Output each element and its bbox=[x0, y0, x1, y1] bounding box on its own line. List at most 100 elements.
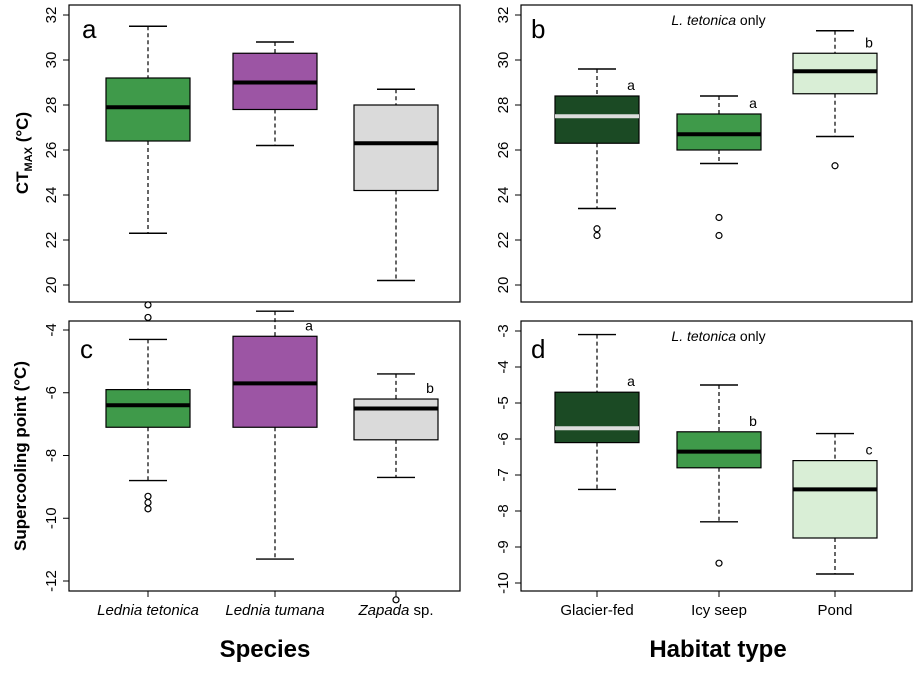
box-a-3 bbox=[353, 88, 439, 282]
y-tick-label-a-0: 20 bbox=[43, 277, 60, 294]
habitat-label-1: Glacier-fed bbox=[560, 602, 633, 619]
significance-letter: a bbox=[627, 77, 635, 93]
box-b-2: a bbox=[676, 95, 762, 240]
outlier-point bbox=[144, 492, 152, 500]
panel-c-plot: -12 -10 -8 -6 -4 c a b bbox=[43, 301, 439, 604]
y-tick-label-c-2: -8 bbox=[43, 449, 60, 462]
species-label-1-italic: Lednia tetonica bbox=[97, 602, 199, 619]
box-c-1 bbox=[105, 301, 191, 513]
panel-letter-a: a bbox=[82, 14, 97, 44]
box-b-3: b bbox=[792, 30, 878, 170]
species-label-3-italic: Zapada bbox=[357, 602, 409, 619]
significance-letter: b bbox=[749, 413, 757, 429]
y-tick-label-d-6: -4 bbox=[495, 360, 512, 373]
box-a-2 bbox=[232, 41, 318, 147]
outlier-point bbox=[144, 505, 152, 513]
box-body bbox=[676, 113, 762, 151]
box-body bbox=[792, 460, 878, 539]
box-d-2: b bbox=[676, 384, 762, 567]
y-tick-label-b-3: 26 bbox=[495, 142, 512, 159]
outlier-point bbox=[144, 313, 152, 322]
y-tick-label-d-0: -10 bbox=[495, 572, 512, 594]
panel-note-b: L. tetonica only bbox=[671, 12, 765, 28]
x-axis-title-habitat: Habitat type bbox=[649, 636, 786, 663]
box-b-1: a bbox=[554, 68, 640, 240]
y-tick-label-d-5: -5 bbox=[495, 396, 512, 409]
panel-b-frame bbox=[520, 4, 913, 303]
y-tick-label-c-1: -10 bbox=[43, 507, 60, 529]
significance-letter: c bbox=[866, 442, 873, 458]
outlier-point bbox=[715, 213, 723, 222]
outlier-point bbox=[593, 225, 601, 233]
box-c-3: b bbox=[353, 373, 439, 604]
y-tick-label-d-1: -9 bbox=[495, 540, 512, 553]
outlier-point bbox=[715, 231, 723, 240]
outlier-point bbox=[144, 498, 152, 507]
box-body bbox=[353, 104, 439, 192]
significance-letter: b bbox=[865, 34, 873, 50]
box-body bbox=[105, 77, 191, 142]
panel-note-plain-d: only bbox=[736, 328, 766, 344]
panel-a-plot: 20 22 24 26 28 30 32 a bbox=[43, 7, 439, 294]
species-label-2: Lednia tumana bbox=[225, 602, 324, 619]
panel-letter-b: b bbox=[531, 14, 545, 44]
y-tick-label-c-0: -12 bbox=[43, 570, 60, 592]
ylabel-ct-unit: (°C) bbox=[13, 112, 32, 147]
y-tick-label-d-4: -6 bbox=[495, 432, 512, 445]
outlier-point bbox=[144, 301, 152, 309]
y-axis-title-ctmax: CTMAX (°C) bbox=[13, 112, 35, 194]
y-tick-label-a-6: 32 bbox=[43, 7, 60, 24]
panel-note-italic-d: L. tetonica bbox=[671, 328, 736, 344]
species-label-3: Zapada sp. bbox=[357, 602, 433, 619]
panel-note-plain-b: only bbox=[736, 12, 766, 28]
box-c-2: a bbox=[232, 310, 318, 560]
outlier-point bbox=[392, 596, 400, 604]
y-tick-label-d-3: -7 bbox=[495, 468, 512, 481]
x-axis-title-species: Species bbox=[220, 636, 311, 663]
ylabel-ct-main: CT bbox=[13, 171, 32, 194]
y-tick-label-a-4: 28 bbox=[43, 97, 60, 114]
significance-letter: a bbox=[749, 95, 757, 111]
significance-letter: b bbox=[426, 380, 434, 396]
y-tick-label-b-5: 30 bbox=[495, 52, 512, 69]
panel-note-italic-b: L. tetonica bbox=[671, 12, 736, 28]
habitat-label-2: Icy seep bbox=[691, 602, 747, 619]
outlier-point bbox=[593, 231, 601, 240]
y-tick-label-c-3: -6 bbox=[43, 386, 60, 399]
significance-letter: a bbox=[627, 373, 635, 389]
y-tick-label-b-1: 22 bbox=[495, 232, 512, 249]
box-a-1 bbox=[105, 25, 191, 234]
habitat-label-3: Pond bbox=[817, 602, 852, 619]
box-body bbox=[105, 389, 191, 428]
y-tick-label-b-2: 24 bbox=[495, 187, 512, 204]
y-tick-label-a-3: 26 bbox=[43, 142, 60, 159]
y-tick-label-a-5: 30 bbox=[43, 52, 60, 69]
y-tick-label-b-6: 32 bbox=[495, 7, 512, 24]
y-tick-label-a-2: 24 bbox=[43, 187, 60, 204]
box-body bbox=[792, 52, 878, 95]
y-tick-label-c-4: -4 bbox=[43, 323, 60, 336]
y-tick-label-d-7: -3 bbox=[495, 324, 512, 337]
y-axis-title-scp: Supercooling point (°C) bbox=[11, 361, 30, 551]
box-body bbox=[554, 391, 640, 444]
species-label-3-plain: sp. bbox=[409, 602, 433, 619]
species-label-2-italic: Lednia tumana bbox=[225, 602, 324, 619]
box-body bbox=[353, 398, 439, 441]
species-label-1: Lednia tetonica bbox=[97, 602, 199, 619]
y-tick-label-a-1: 22 bbox=[43, 232, 60, 249]
outlier-point bbox=[715, 559, 723, 567]
significance-letter: a bbox=[305, 317, 313, 333]
y-tick-label-b-0: 20 bbox=[495, 277, 512, 294]
ylabel-ct-sub: MAX bbox=[23, 146, 35, 171]
outlier-point bbox=[831, 162, 839, 170]
box-d-3: c bbox=[792, 432, 878, 575]
box-d-1: a bbox=[554, 333, 640, 491]
panel-letter-c: c bbox=[80, 334, 93, 364]
y-tick-label-d-2: -8 bbox=[495, 504, 512, 517]
y-tick-label-b-4: 28 bbox=[495, 97, 512, 114]
panel-d-plot: -10 -9 -8 -7 -6 -5 -4 -3 d L. tetonica only a b c bbox=[495, 324, 878, 597]
box-body bbox=[554, 95, 640, 144]
panel-letter-d: d bbox=[531, 334, 545, 364]
panel-b-plot: 20 22 24 26 28 30 32 b L. tetonica only a a b bbox=[495, 7, 878, 294]
